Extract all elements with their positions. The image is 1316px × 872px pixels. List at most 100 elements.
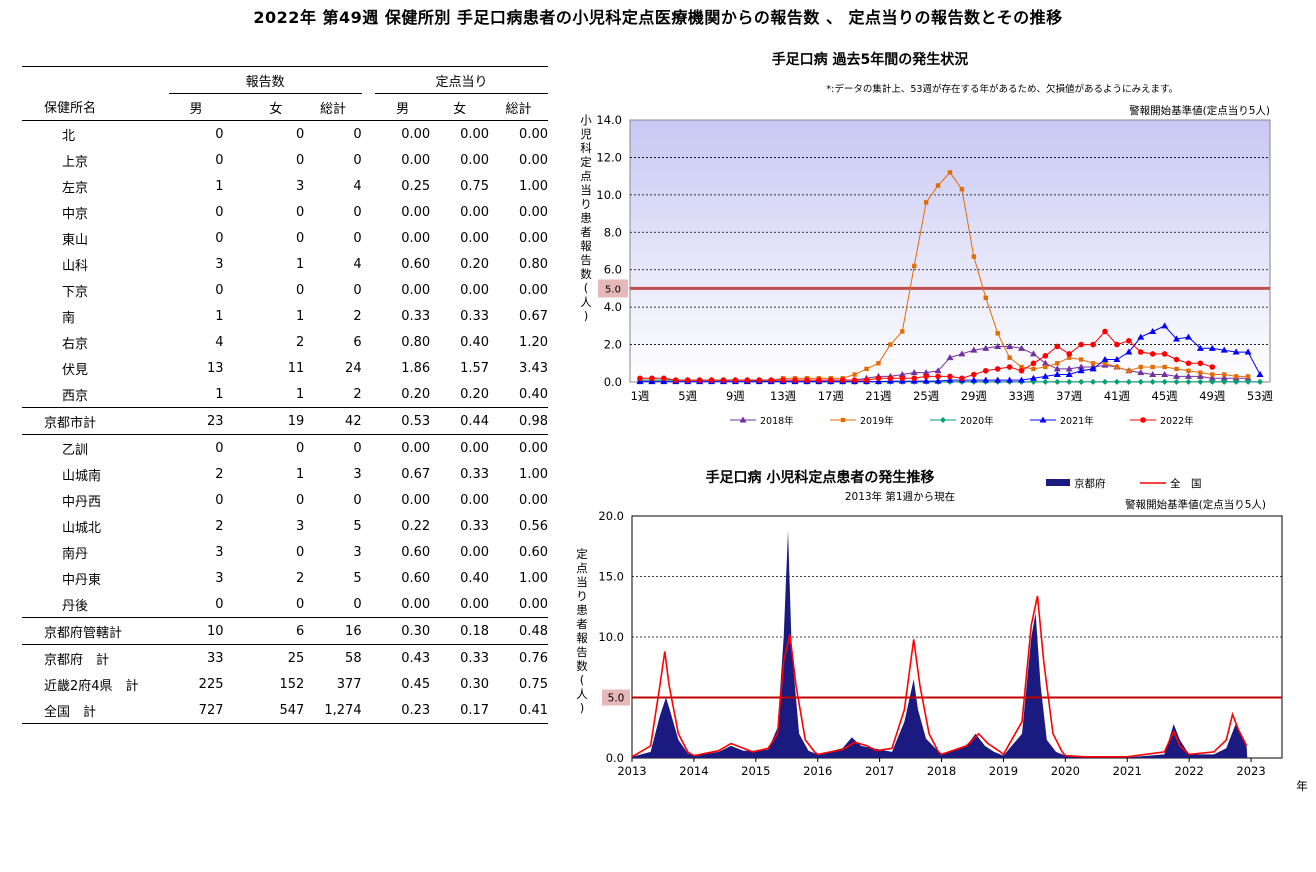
data-point — [1137, 349, 1144, 355]
data-point — [649, 375, 655, 382]
data-point — [1173, 378, 1180, 385]
row-total-per: 0.00 — [519, 596, 548, 612]
row-name: 京都府 計 — [22, 644, 169, 671]
data-point — [1256, 371, 1264, 378]
data-point — [672, 377, 679, 383]
column-header-name: 保健所名 — [22, 93, 169, 121]
x-tick-label: 5週 — [678, 389, 697, 403]
column-header-male: 男 — [168, 93, 248, 121]
data-point — [1078, 341, 1084, 348]
row-male-per: 0.00 — [401, 204, 431, 220]
column-header-total-per: 総計 — [489, 93, 548, 121]
row-female-per: 0.00 — [460, 152, 490, 168]
y-tick-label: 0.0 — [606, 751, 624, 765]
row-female: 19 — [247, 407, 305, 435]
row-female: 1 — [296, 466, 305, 482]
row-male-per: 0.00 — [401, 492, 431, 508]
row-total: 5 — [353, 518, 362, 534]
row-female-per: 0.44 — [430, 407, 490, 435]
data-point — [1245, 378, 1252, 385]
row-total: 0 — [353, 204, 362, 220]
x-tick-label: 2014 — [679, 764, 708, 778]
row-male-per: 0.00 — [401, 152, 431, 168]
row-male: 3 — [215, 544, 224, 560]
row-female: 25 — [247, 644, 305, 671]
data-point — [899, 375, 906, 382]
legend-label: 京都府 — [1074, 477, 1106, 490]
data-point — [1029, 350, 1037, 357]
data-point — [1196, 344, 1204, 351]
table-group-header-row: 報告数 定点当り — [22, 66, 548, 94]
data-point — [1161, 351, 1168, 357]
data-point — [852, 372, 857, 377]
x-tick-label: 21週 — [865, 389, 892, 403]
row-name: 上京 — [62, 154, 89, 170]
x-tick-label: 2022 — [1175, 764, 1204, 778]
table-row: 全国 計 727 547 1,274 0.23 0.17 0.41 — [22, 697, 548, 724]
data-point — [840, 417, 846, 423]
row-female-per: 0.00 — [460, 596, 490, 612]
data-point — [923, 373, 929, 380]
data-point — [768, 377, 774, 383]
data-point — [1149, 351, 1156, 357]
plot-area — [629, 119, 1271, 383]
data-point — [792, 377, 798, 383]
row-total-per: 0.67 — [519, 308, 548, 324]
row-name: 下京 — [62, 284, 89, 300]
data-point — [637, 375, 643, 382]
data-point — [756, 377, 763, 383]
row-name: 山城南 — [62, 468, 102, 484]
chart-note: *:データの集計上、53週が存在する年があるため、欠損値があるようにみえます。 — [826, 83, 1178, 95]
data-point — [1161, 371, 1169, 378]
data-point — [1018, 344, 1026, 351]
alert-label: 警報開始基準値(定点当り5人) — [1129, 104, 1270, 117]
row-female-per: 0.00 — [460, 544, 490, 560]
row-female-per: 0.00 — [460, 282, 490, 298]
data-point — [1162, 364, 1167, 370]
row-male: 0 — [215, 204, 224, 220]
data-point — [994, 342, 1002, 349]
row-total: 0 — [353, 282, 362, 298]
row-total-per: 0.00 — [519, 126, 548, 142]
row-female-per: 0.20 — [460, 386, 490, 402]
row-male: 13 — [206, 360, 224, 376]
row-total-per: 0.00 — [519, 282, 548, 298]
data-point — [1006, 376, 1014, 383]
row-female: 0 — [296, 596, 305, 612]
row-female: 547 — [247, 697, 305, 724]
row-female-per: 0.40 — [460, 570, 490, 586]
data-point — [1185, 360, 1192, 367]
y-tick-label: 10.0 — [596, 188, 622, 202]
alert-label: 警報開始基準値(定点当り5人) — [1125, 498, 1266, 511]
row-male-per: 0.45 — [401, 676, 431, 692]
row-female: 3 — [296, 178, 305, 194]
row-total: 0 — [353, 230, 362, 246]
row-name: 南丹 — [62, 546, 89, 562]
data-point — [1222, 372, 1227, 377]
data-point — [1137, 369, 1145, 376]
row-male-per: 0.43 — [375, 644, 431, 671]
table-row: 上京 0 0 0 0.00 0.00 0.00 — [22, 147, 548, 173]
row-male: 0 — [215, 282, 224, 298]
row-male: 4 — [215, 334, 224, 350]
data-point — [934, 367, 942, 374]
data-point — [1077, 363, 1085, 370]
data-point — [1113, 378, 1120, 385]
column-header-total: 総計 — [304, 93, 362, 121]
row-male: 1 — [215, 178, 224, 194]
data-point — [910, 369, 918, 376]
x-tick-label: 2023 — [1236, 764, 1265, 778]
data-point — [983, 295, 988, 300]
data-point — [935, 183, 941, 188]
row-total: 1,274 — [304, 697, 362, 724]
data-point — [1067, 355, 1072, 360]
y-tick-label: 15.0 — [598, 570, 624, 584]
row-female-per: 0.00 — [460, 204, 490, 220]
data-point — [1184, 333, 1192, 340]
data-point — [1053, 365, 1061, 372]
column-header-female: 女 — [247, 93, 305, 121]
row-male-per: 0.33 — [401, 308, 431, 324]
data-point — [971, 371, 977, 378]
data-point — [684, 377, 691, 383]
data-point — [1185, 378, 1192, 385]
